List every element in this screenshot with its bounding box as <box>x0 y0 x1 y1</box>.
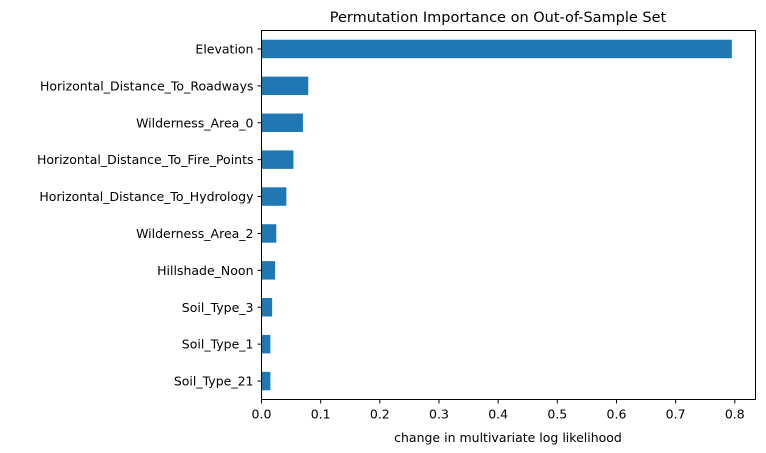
y-tick-label: Elevation <box>195 41 253 56</box>
y-tick-label: Horizontal_Distance_To_Fire_Points <box>37 152 254 167</box>
bar-horizontal-distance-to-hydrology <box>261 187 287 206</box>
x-tick-label: 0.1 <box>311 407 331 422</box>
plot-frame <box>261 30 756 400</box>
chart-title: Permutation Importance on Out-of-Sample … <box>330 10 667 26</box>
bar-soil-type-1 <box>261 334 271 354</box>
y-tick-label: Wilderness_Area_0 <box>136 115 253 130</box>
x-axis-label: change in multivariate log likelihood <box>394 430 622 445</box>
bar-hillshade-noon <box>261 261 276 280</box>
x-tick-label: 0.4 <box>488 407 508 422</box>
x-axis: 0.0 0.1 0.2 0.3 0.4 0.5 0.6 0.7 0.8 <box>252 399 745 422</box>
y-axis: Elevation Horizontal_Distance_To_Roadways… <box>37 41 262 389</box>
y-tick-label: Soil_Type_21 <box>174 374 254 389</box>
y-tick-label: Soil_Type_3 <box>182 300 254 315</box>
x-tick-label: 0.3 <box>429 407 449 422</box>
y-tick-label: Horizontal_Distance_To_Roadways <box>40 78 254 93</box>
bar-elevation <box>261 39 732 59</box>
bar-soil-type-3 <box>261 298 273 317</box>
y-tick-label: Soil_Type_1 <box>182 337 254 352</box>
x-tick-label: 0.6 <box>607 407 627 422</box>
bar-wilderness-area-2 <box>261 224 277 243</box>
bar-soil-type-21 <box>261 371 271 391</box>
y-tick-label: Wilderness_Area_2 <box>136 226 253 241</box>
bar-horizontal-distance-to-roadways <box>261 76 309 96</box>
bar-wilderness-area-0 <box>261 113 303 132</box>
x-tick-label: 0.2 <box>370 407 390 422</box>
bar-horizontal-distance-to-fire-points <box>261 150 294 169</box>
x-tick-label: 0.0 <box>252 407 272 422</box>
y-tick-label: Hillshade_Noon <box>157 263 253 278</box>
y-tick-label: Horizontal_Distance_To_Hydrology <box>39 189 254 204</box>
x-tick-label: 0.8 <box>725 407 745 422</box>
x-tick-label: 0.5 <box>547 407 567 422</box>
bars-group <box>261 39 732 391</box>
x-tick-label: 0.7 <box>666 407 686 422</box>
